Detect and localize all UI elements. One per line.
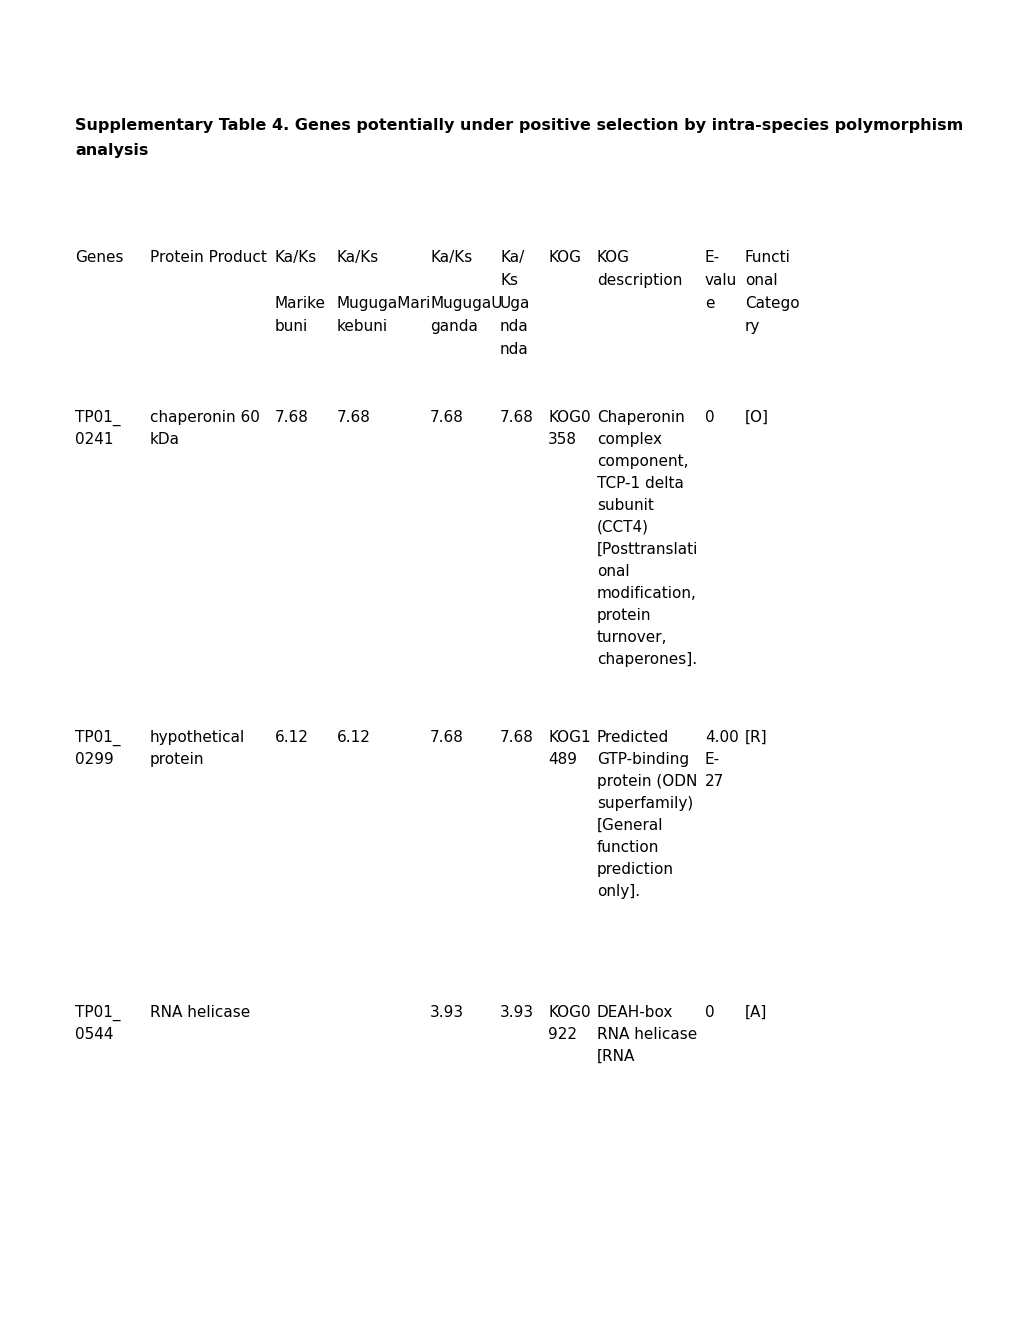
Text: nda: nda xyxy=(499,342,528,356)
Text: superfamily): superfamily) xyxy=(596,796,693,810)
Text: analysis: analysis xyxy=(75,143,148,158)
Text: [RNA: [RNA xyxy=(596,1049,635,1064)
Text: Marike: Marike xyxy=(275,296,326,312)
Text: 6.12: 6.12 xyxy=(275,730,309,744)
Text: kebuni: kebuni xyxy=(336,319,388,334)
Text: e: e xyxy=(704,296,713,312)
Text: onal: onal xyxy=(596,564,629,579)
Text: TP01_: TP01_ xyxy=(75,730,120,746)
Text: buni: buni xyxy=(275,319,308,334)
Text: Predicted: Predicted xyxy=(596,730,668,744)
Text: Ka/Ks: Ka/Ks xyxy=(336,249,379,265)
Text: 4.00: 4.00 xyxy=(704,730,738,744)
Text: 27: 27 xyxy=(704,774,723,789)
Text: Supplementary Table 4. Genes potentially under positive selection by intra-speci: Supplementary Table 4. Genes potentially… xyxy=(75,117,962,133)
Text: Ka/Ks: Ka/Ks xyxy=(275,249,317,265)
Text: complex: complex xyxy=(596,432,661,447)
Text: only].: only]. xyxy=(596,884,640,899)
Text: DEAH-box: DEAH-box xyxy=(596,1005,673,1020)
Text: (CCT4): (CCT4) xyxy=(596,520,648,535)
Text: [A]: [A] xyxy=(744,1005,766,1020)
Text: component,: component, xyxy=(596,454,688,469)
Text: protein: protein xyxy=(150,752,204,767)
Text: protein (ODN: protein (ODN xyxy=(596,774,697,789)
Text: Functi: Functi xyxy=(744,249,790,265)
Text: 3.93: 3.93 xyxy=(430,1005,464,1020)
Text: KOG0: KOG0 xyxy=(547,411,590,425)
Text: Genes: Genes xyxy=(75,249,123,265)
Text: description: description xyxy=(596,273,682,288)
Text: 3.93: 3.93 xyxy=(499,1005,534,1020)
Text: 7.68: 7.68 xyxy=(430,411,464,425)
Text: turnover,: turnover, xyxy=(596,630,666,645)
Text: [Posttranslati: [Posttranslati xyxy=(596,543,698,557)
Text: 358: 358 xyxy=(547,432,577,447)
Text: chaperonin 60: chaperonin 60 xyxy=(150,411,260,425)
Text: subunit: subunit xyxy=(596,498,653,513)
Text: Ka/Ks: Ka/Ks xyxy=(430,249,472,265)
Text: modification,: modification, xyxy=(596,586,696,601)
Text: 0241: 0241 xyxy=(75,432,113,447)
Text: TP01_: TP01_ xyxy=(75,411,120,426)
Text: function: function xyxy=(596,840,658,855)
Text: [O]: [O] xyxy=(744,411,768,425)
Text: 922: 922 xyxy=(547,1027,577,1041)
Text: chaperones].: chaperones]. xyxy=(596,652,696,667)
Text: valu: valu xyxy=(704,273,737,288)
Text: RNA helicase: RNA helicase xyxy=(150,1005,250,1020)
Text: 7.68: 7.68 xyxy=(430,730,464,744)
Text: ry: ry xyxy=(744,319,759,334)
Text: KOG: KOG xyxy=(596,249,630,265)
Text: [R]: [R] xyxy=(744,730,767,744)
Text: Protein Product: Protein Product xyxy=(150,249,267,265)
Text: ganda: ganda xyxy=(430,319,478,334)
Text: RNA helicase: RNA helicase xyxy=(596,1027,697,1041)
Text: KOG1: KOG1 xyxy=(547,730,590,744)
Text: [General: [General xyxy=(596,818,662,833)
Text: 7.68: 7.68 xyxy=(336,411,371,425)
Text: kDa: kDa xyxy=(150,432,179,447)
Text: prediction: prediction xyxy=(596,862,674,876)
Text: Catego: Catego xyxy=(744,296,799,312)
Text: E-: E- xyxy=(704,249,719,265)
Text: 6.12: 6.12 xyxy=(336,730,371,744)
Text: 489: 489 xyxy=(547,752,577,767)
Text: Ka/: Ka/ xyxy=(499,249,524,265)
Text: TP01_: TP01_ xyxy=(75,1005,120,1022)
Text: MugugaMari: MugugaMari xyxy=(336,296,431,312)
Text: KOG: KOG xyxy=(547,249,581,265)
Text: Uga: Uga xyxy=(499,296,530,312)
Text: 0: 0 xyxy=(704,1005,714,1020)
Text: 0544: 0544 xyxy=(75,1027,113,1041)
Text: Ks: Ks xyxy=(499,273,518,288)
Text: 0: 0 xyxy=(704,411,714,425)
Text: KOG0: KOG0 xyxy=(547,1005,590,1020)
Text: MugugaU: MugugaU xyxy=(430,296,502,312)
Text: onal: onal xyxy=(744,273,776,288)
Text: GTP-binding: GTP-binding xyxy=(596,752,689,767)
Text: protein: protein xyxy=(596,609,651,623)
Text: 7.68: 7.68 xyxy=(275,411,309,425)
Text: 0299: 0299 xyxy=(75,752,114,767)
Text: hypothetical: hypothetical xyxy=(150,730,245,744)
Text: nda: nda xyxy=(499,319,528,334)
Text: 7.68: 7.68 xyxy=(499,730,533,744)
Text: TCP-1 delta: TCP-1 delta xyxy=(596,477,683,491)
Text: 7.68: 7.68 xyxy=(499,411,533,425)
Text: Chaperonin: Chaperonin xyxy=(596,411,684,425)
Text: E-: E- xyxy=(704,752,719,767)
